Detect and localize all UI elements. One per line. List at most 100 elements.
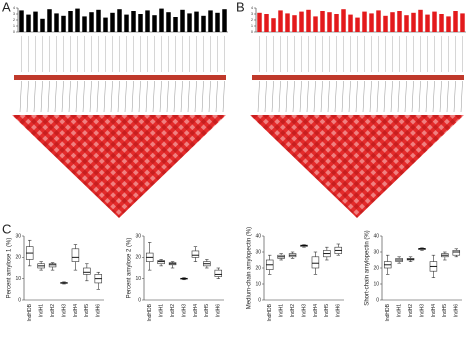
bar	[145, 10, 150, 32]
bar	[89, 12, 94, 32]
connector	[460, 80, 463, 113]
connector	[425, 80, 428, 113]
x-tick-label: IndH1	[158, 304, 164, 318]
bar	[341, 9, 346, 32]
bar	[285, 13, 290, 32]
bar	[173, 17, 178, 32]
bar	[68, 11, 73, 32]
connector	[285, 80, 288, 113]
bar	[292, 15, 297, 32]
connector	[89, 80, 92, 113]
bar	[411, 12, 416, 33]
connector	[96, 80, 99, 113]
connector	[376, 80, 379, 113]
bar	[369, 13, 374, 32]
box	[48, 263, 57, 268]
y-tick-label: 20	[373, 265, 379, 271]
y-tick-label: 0	[18, 297, 21, 303]
connector	[453, 80, 456, 113]
bar	[355, 17, 360, 32]
bar	[82, 16, 87, 32]
box	[311, 256, 320, 269]
connector	[271, 80, 274, 113]
ld-block-a	[12, 75, 226, 218]
bar	[299, 11, 304, 32]
y-tick-label: 30	[15, 233, 21, 239]
y-tick-label: 10	[373, 281, 379, 287]
box	[83, 267, 91, 275]
connector	[334, 80, 337, 113]
bar	[376, 10, 381, 32]
connector	[180, 80, 183, 113]
connector	[187, 80, 190, 113]
bar	[152, 15, 157, 32]
bar	[383, 15, 388, 33]
connector	[215, 80, 218, 113]
connector	[173, 80, 176, 113]
bar	[306, 9, 311, 33]
x-tick-label: IndH5	[84, 304, 90, 318]
bar	[159, 8, 164, 32]
bar	[271, 18, 276, 32]
bar	[124, 14, 129, 32]
connector	[26, 80, 29, 113]
connector	[103, 80, 106, 113]
bar	[26, 14, 31, 32]
bar	[96, 9, 101, 33]
bar	[327, 12, 332, 32]
bar	[75, 8, 80, 32]
bar	[19, 10, 24, 32]
x-tick-label: IndHDB	[27, 303, 33, 321]
y-tick-label: 4	[13, 6, 15, 10]
connector	[327, 80, 330, 113]
connector	[75, 80, 78, 113]
bar	[180, 9, 185, 33]
x-tick-label: IndH1	[278, 304, 284, 318]
box	[191, 250, 200, 258]
bar	[425, 14, 430, 32]
connector	[439, 80, 442, 113]
y-tick-label: 30	[255, 249, 261, 255]
y-tick-label: 10	[15, 276, 21, 282]
y-tick-label: 0	[251, 30, 253, 34]
y-tick-label: 10	[255, 281, 261, 287]
connector	[124, 80, 127, 113]
connector	[40, 80, 43, 113]
bar	[47, 9, 52, 32]
connector	[446, 80, 449, 113]
y-tick-label: 40	[255, 233, 261, 239]
y-axis-label: Medium-chain amylopectin (%)	[247, 227, 253, 309]
ld-block-b	[250, 75, 464, 218]
bar	[40, 18, 45, 32]
connector	[159, 80, 162, 113]
y-tick-label: 30	[373, 249, 379, 255]
connector	[222, 80, 225, 113]
bar	[439, 14, 444, 32]
bar	[110, 12, 115, 33]
x-tick-label: IndH6	[96, 304, 102, 318]
x-tick-label: IndH2	[50, 304, 56, 318]
connector	[313, 80, 316, 113]
x-tick-label: IndH3	[301, 304, 307, 318]
y-tick-label: 3	[13, 12, 15, 16]
bar	[33, 11, 38, 32]
connector	[166, 80, 169, 113]
bar	[432, 11, 437, 32]
connector	[145, 80, 148, 113]
connector	[383, 80, 386, 113]
bar	[334, 14, 339, 32]
y-tick-label: 20	[15, 255, 21, 261]
bar	[117, 9, 122, 32]
x-tick-label: IndH3	[419, 304, 425, 318]
connector	[19, 80, 22, 113]
connector	[264, 80, 267, 113]
bar	[103, 17, 108, 32]
box	[452, 250, 461, 256]
x-tick-label: IndH3	[61, 304, 67, 318]
y-tick-label: 1	[251, 24, 253, 28]
y-tick-label: 10	[135, 276, 141, 282]
y-tick-label: 2	[13, 18, 15, 22]
x-tick-label: IndHDB	[267, 303, 273, 321]
y-tick-label: 0	[138, 297, 141, 303]
